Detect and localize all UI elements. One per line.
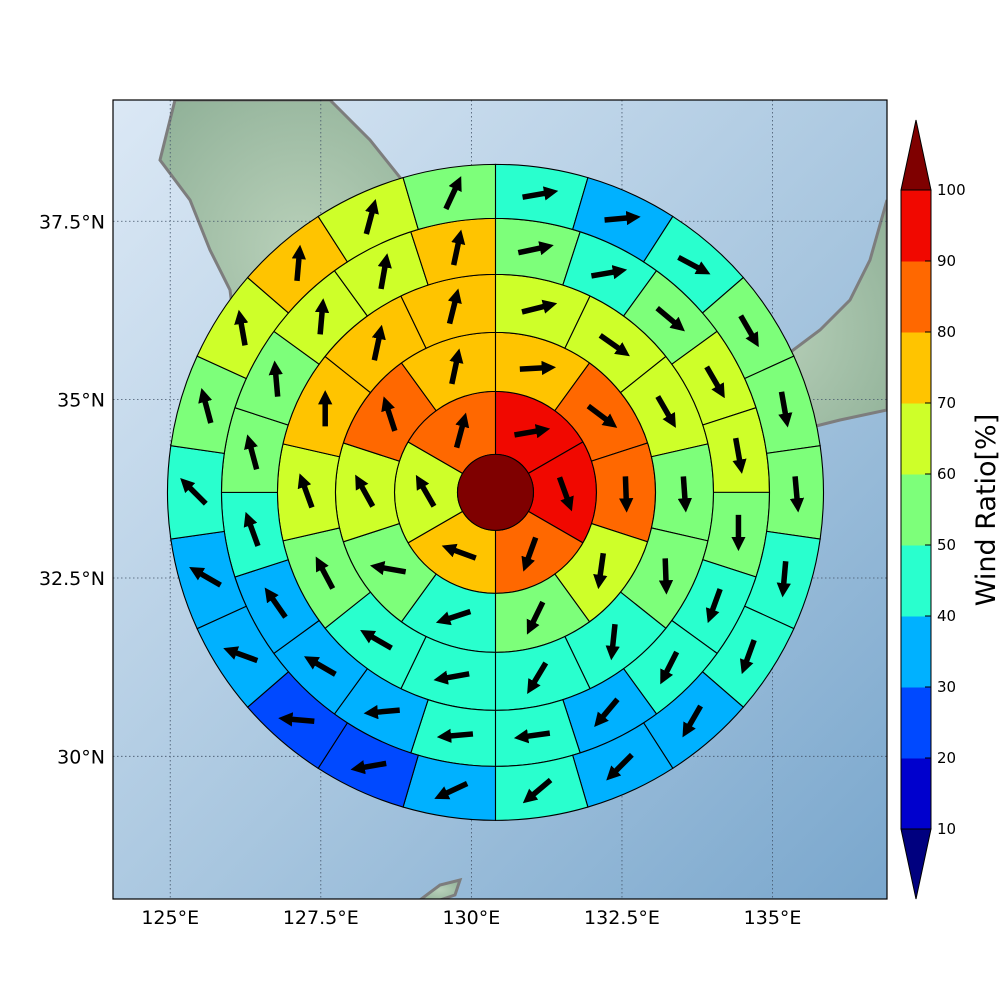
wind-arrow xyxy=(784,561,786,586)
colorbar-tick-label: 80 xyxy=(937,323,956,341)
x-tick-label: 130°E xyxy=(442,907,500,929)
y-tick-label: 37.5°N xyxy=(39,211,105,233)
colorbar-bin xyxy=(901,403,931,475)
colorbar-tick-label: 50 xyxy=(937,536,956,554)
wind-arrow xyxy=(665,558,666,583)
y-tick-label: 30°N xyxy=(57,746,105,768)
colorbar-tick-label: 70 xyxy=(937,394,956,412)
colorbar-label: Wind Ratio[%] xyxy=(971,414,1000,606)
x-tick-label: 132.5°E xyxy=(584,907,660,929)
wind-arrow xyxy=(795,476,797,501)
colorbar-tick-label: 90 xyxy=(937,252,956,270)
wind-arrow xyxy=(448,734,473,736)
colorbar-bin xyxy=(901,758,931,830)
colorbar-extend-max xyxy=(901,120,931,190)
wind-arrow xyxy=(683,476,685,501)
colorbar-extend-min xyxy=(901,829,931,899)
wind-arrow xyxy=(290,719,315,721)
wind-arrow xyxy=(375,710,400,712)
colorbar-bin xyxy=(901,261,931,333)
wind-arrow xyxy=(276,372,278,397)
x-tick-label: 135°E xyxy=(744,907,802,929)
colorbar-tick-labels: 10 20 30 40 50 60 70 80 90 100 xyxy=(937,181,966,838)
y-tick-labels: 30°N 32.5°N 35°N 37.5°N xyxy=(39,211,105,768)
wind-arrow xyxy=(520,368,545,369)
y-tick-label: 32.5°N xyxy=(39,568,105,590)
wind-arrow xyxy=(605,218,630,220)
colorbar-tick-label: 20 xyxy=(937,749,956,767)
x-tick-label: 125°E xyxy=(141,907,199,929)
wind-arrow xyxy=(297,256,299,281)
colorbar-bin xyxy=(901,687,931,759)
colorbar-tick-label: 40 xyxy=(937,607,956,625)
wind-arrow xyxy=(625,476,626,501)
wind-arrow xyxy=(320,310,322,335)
y-tick-label: 35°N xyxy=(57,390,105,412)
colorbar-tick-label: 100 xyxy=(937,181,966,199)
colorbar-tick-label: 10 xyxy=(937,820,956,838)
colorbar-bin xyxy=(901,332,931,404)
colorbar-tick-label: 30 xyxy=(937,678,956,696)
colorbar-tick-label: 60 xyxy=(937,465,956,483)
wind-arrow xyxy=(525,733,550,736)
x-tick-labels: 125°E 127.5°E 130°E 132.5°E 135°E xyxy=(141,907,801,929)
sector-cells xyxy=(167,164,823,820)
x-tick-label: 127.5°E xyxy=(283,907,359,929)
wind-arrow xyxy=(612,624,615,649)
colorbar-bin xyxy=(901,545,931,617)
colorbar-bin xyxy=(901,616,931,688)
colorbar-bin xyxy=(901,474,931,546)
colorbar-bin xyxy=(901,190,931,262)
colorbar xyxy=(901,120,931,899)
wind-arrow xyxy=(600,553,603,578)
center-cell xyxy=(457,454,533,530)
